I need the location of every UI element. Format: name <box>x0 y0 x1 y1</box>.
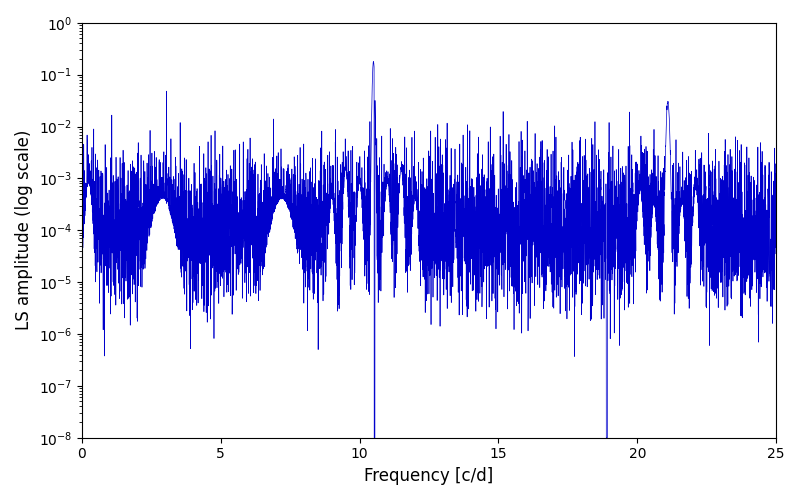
Y-axis label: LS amplitude (log scale): LS amplitude (log scale) <box>15 130 33 330</box>
X-axis label: Frequency [c/d]: Frequency [c/d] <box>364 467 494 485</box>
